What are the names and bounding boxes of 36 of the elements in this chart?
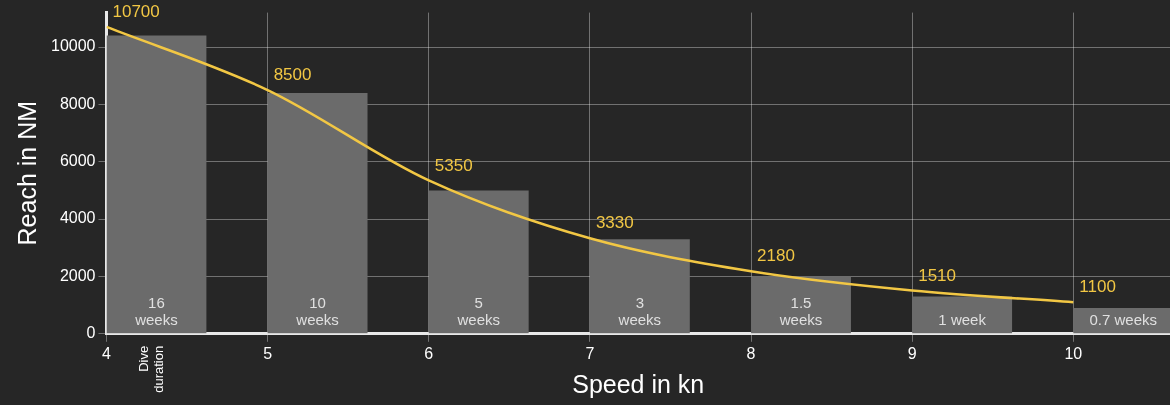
x-tick-label: 4 <box>102 344 112 362</box>
annotation: 1 week <box>938 310 987 328</box>
annotation: 5 weeks <box>456 293 500 328</box>
annotation: 1.5 weeks <box>778 293 823 328</box>
x-tick-label: 6 <box>424 344 434 362</box>
annotation: 3 weeks <box>617 293 662 328</box>
x-tick-label: 8 <box>746 344 756 362</box>
x-tick-label: 9 <box>907 344 917 362</box>
data-label: 3330 <box>595 213 634 233</box>
bar <box>428 190 529 334</box>
y-tick-label: 10000 <box>50 37 96 55</box>
bar <box>912 296 1013 334</box>
text: Dive duration <box>135 345 166 393</box>
bar <box>589 239 690 334</box>
x-tick-label: 10 <box>1064 344 1083 362</box>
data-label: 5350 <box>434 155 473 175</box>
x-tick-label: 7 <box>585 344 595 362</box>
data-label: 8500 <box>273 65 312 85</box>
y-tick-label: 4000 <box>59 209 96 227</box>
data-label: 2180 <box>757 246 795 266</box>
y-tick-label: 2000 <box>59 266 96 284</box>
bar <box>106 35 207 334</box>
annotation: 10 weeks <box>295 293 339 328</box>
y-tick-label: 8000 <box>59 94 96 112</box>
y-tick-label: 6000 <box>59 152 96 170</box>
y-tick-label: 0 <box>86 324 96 342</box>
y-axis-title: Reach in NM <box>12 100 41 246</box>
x-axis-title: Speed in kn <box>572 369 705 398</box>
annotation: 0.7 weeks <box>1089 310 1158 328</box>
bar <box>267 92 368 334</box>
bar <box>751 276 851 334</box>
data-label: 10700 <box>112 2 160 22</box>
x-tick-label: 5 <box>263 344 273 362</box>
data-label: 1100 <box>1079 277 1116 297</box>
annotation: 16 weeks <box>134 293 178 328</box>
data-label: 1510 <box>918 265 957 285</box>
